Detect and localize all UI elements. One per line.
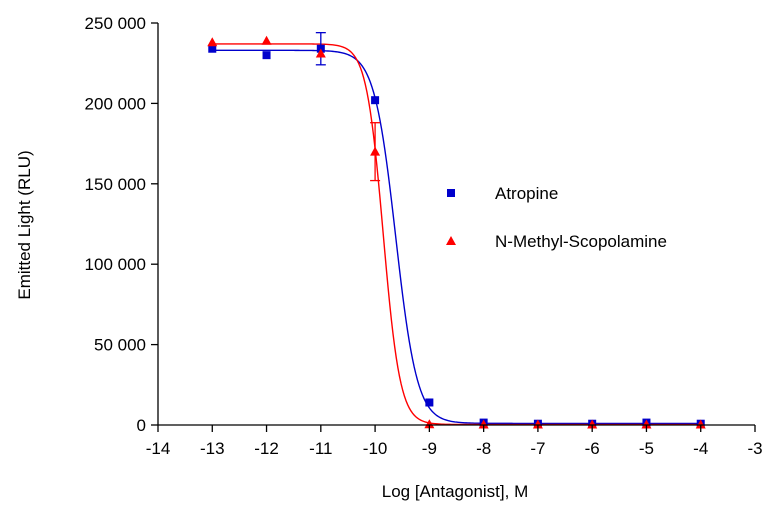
fit-curve-atropine xyxy=(212,49,701,425)
x-tick-label: -3 xyxy=(747,439,762,458)
legend-label: N-Methyl-Scopolamine xyxy=(495,232,667,251)
atropine-data-point xyxy=(208,44,217,53)
x-tick-label: -6 xyxy=(585,439,600,458)
y-tick-label: 100 000 xyxy=(85,255,146,274)
nms-data-point xyxy=(424,419,435,429)
y-tick-label: 0 xyxy=(137,416,146,435)
legend-label: Atropine xyxy=(495,184,558,203)
nms-data-point xyxy=(641,419,652,429)
legend-marker xyxy=(447,189,455,197)
x-axis-title: Log [Antagonist], M xyxy=(382,482,528,501)
x-tick-label: -12 xyxy=(254,439,279,458)
legend-marker xyxy=(446,236,456,245)
x-tick-label: -4 xyxy=(693,439,708,458)
nms-data-point xyxy=(207,37,218,47)
x-tick-label: -13 xyxy=(200,439,225,458)
x-tick-label: -7 xyxy=(530,439,545,458)
y-tick-label: 200 000 xyxy=(85,94,146,113)
nms-data-point xyxy=(695,419,706,429)
nms-data-point xyxy=(478,419,489,429)
axes: -14 -13 -12 -11 -10 -9 -8 -7 -6 -5 -4 -3 0 50 000 100 … xyxy=(85,14,763,458)
atropine-data-point xyxy=(371,96,380,105)
nms-data-point xyxy=(370,146,381,156)
atropine-data-point xyxy=(425,398,434,407)
nms-data-point xyxy=(532,419,543,429)
legend: Atropine N-Methyl-Scopolamine xyxy=(446,184,667,251)
x-tick-label: -14 xyxy=(146,439,171,458)
x-tick-label: -8 xyxy=(476,439,491,458)
y-tick-label: 250 000 xyxy=(85,14,146,33)
nms-data-point xyxy=(261,35,272,45)
nms-data-point xyxy=(587,419,598,429)
nms-data-point xyxy=(315,48,326,58)
x-tick-label: -9 xyxy=(422,439,437,458)
x-tick-label: -11 xyxy=(309,439,332,458)
atropine-data-point xyxy=(262,51,271,60)
y-axis-title: Emitted Light (RLU) xyxy=(15,150,34,299)
x-tick-label: -10 xyxy=(363,439,388,458)
y-tick-label: 50 000 xyxy=(94,336,146,355)
x-tick-label: -5 xyxy=(639,439,654,458)
data-points xyxy=(207,35,706,429)
y-tick-label: 150 000 xyxy=(85,175,146,194)
